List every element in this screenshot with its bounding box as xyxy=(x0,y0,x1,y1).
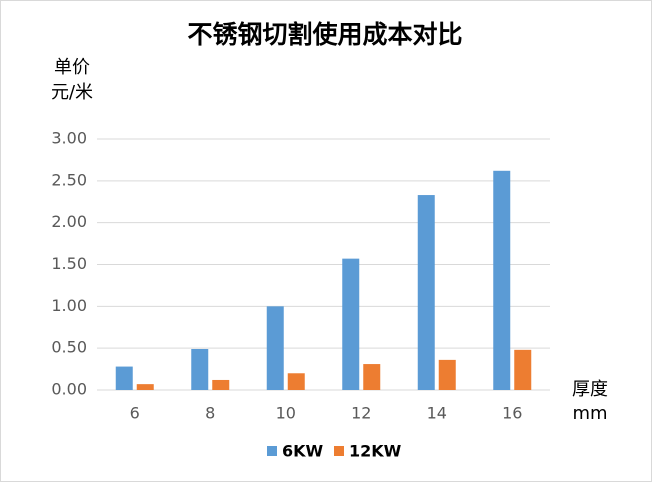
y-axis-label: 元/米 xyxy=(51,82,93,103)
bar xyxy=(438,359,456,390)
bar xyxy=(493,170,511,390)
y-tick-label: 1.50 xyxy=(51,254,87,273)
bar xyxy=(287,373,305,390)
y-tick-label: 3.00 xyxy=(51,129,87,148)
x-tick-label: 10 xyxy=(276,404,296,423)
x-tick-label: 8 xyxy=(205,404,215,423)
x-tick-label: 6 xyxy=(130,404,140,423)
bar xyxy=(136,384,154,390)
bar xyxy=(212,379,230,390)
bar xyxy=(191,349,209,390)
bar xyxy=(417,195,435,390)
x-axis-label: 厚度 xyxy=(572,379,608,400)
y-axis-label: 单价 xyxy=(54,57,90,78)
x-tick-label: 14 xyxy=(427,404,447,423)
y-tick-label: 0.50 xyxy=(51,338,87,357)
y-tick-label: 1.00 xyxy=(51,296,87,315)
bar xyxy=(266,306,284,390)
x-axis-label: mm xyxy=(572,403,607,424)
bar xyxy=(363,364,381,390)
x-tick-label: 12 xyxy=(351,404,371,423)
y-tick-label: 2.50 xyxy=(51,170,87,189)
bar xyxy=(115,366,133,390)
bar xyxy=(342,258,360,390)
legend-swatch xyxy=(334,446,344,456)
legend-label: 12KW xyxy=(349,442,402,461)
x-tick-label: 16 xyxy=(502,404,522,423)
legend-label: 6KW xyxy=(282,442,324,461)
y-tick-label: 2.00 xyxy=(51,212,87,231)
y-tick-label: 0.00 xyxy=(51,380,87,399)
bar xyxy=(514,349,532,390)
legend-swatch xyxy=(267,446,277,456)
chart-title: 不锈钢切割使用成本对比 xyxy=(187,20,462,49)
